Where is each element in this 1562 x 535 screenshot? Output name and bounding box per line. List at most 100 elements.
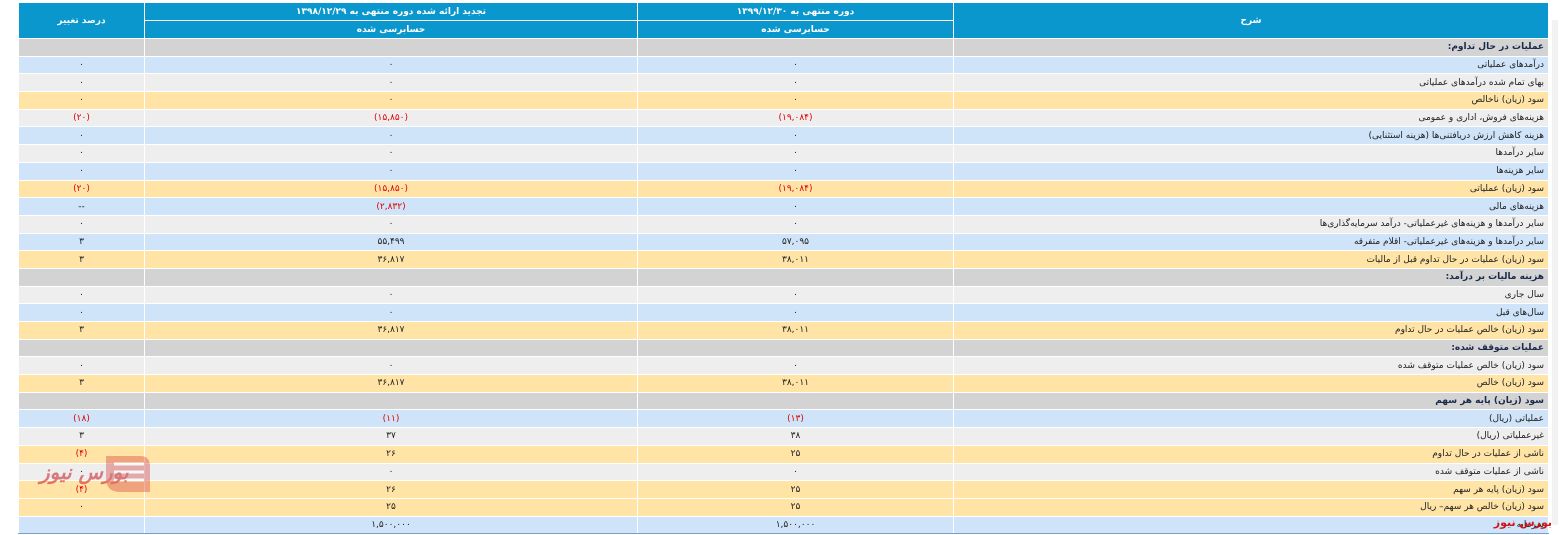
previous-value: ۲۶ xyxy=(144,480,638,499)
row-label: سود (زیان) خالص عملیات متوقف شده xyxy=(953,356,1549,376)
header-current-status: حسابرسی شده xyxy=(637,20,954,39)
row-label: ناشی از عملیات در حال تداوم xyxy=(953,444,1549,464)
table-row: سایر هزینه‌ها ۰ ۰ ۰ xyxy=(18,161,1549,181)
previous-value: ۰ xyxy=(144,144,638,163)
empty-cell xyxy=(637,267,954,287)
table-row: سایر درآمدها ۰ ۰ ۰ xyxy=(18,144,1549,163)
table-row: درآمدهای عملیاتی ۰ ۰ ۰ xyxy=(18,55,1549,75)
section-row: هزینه مالیات بر درآمد: xyxy=(18,267,1549,287)
previous-value: ۰ xyxy=(144,73,638,93)
previous-value: ۳۶,۸۱۷ xyxy=(144,374,638,393)
current-value: ۰ xyxy=(637,214,954,234)
previous-value: ۰ xyxy=(144,91,638,110)
current-value: (۱۹,۰۸۴) xyxy=(637,108,954,128)
current-value: ۲۵ xyxy=(637,480,954,499)
previous-value: ۳۶,۸۱۷ xyxy=(144,250,638,269)
previous-value: ۰ xyxy=(144,303,638,322)
current-value: ۰ xyxy=(637,285,954,305)
previous-value: ۲۶ xyxy=(144,444,638,464)
header-previous-period: تجدید ارائه شده دوره منتهی به ۱۳۹۸/۱۲/۲۹ xyxy=(144,2,638,21)
change-value: ۰ xyxy=(18,91,145,110)
table-row: سود (زیان) خالص عملیات متوقف شده ۰ ۰ ۰ xyxy=(18,356,1549,376)
row-label: سود (زیان) خالص xyxy=(953,374,1549,393)
row-label: سود (زیان) پایه هر سهم xyxy=(953,480,1549,499)
change-value: ۰ xyxy=(18,214,145,234)
current-value: (۱۳) xyxy=(637,409,954,429)
row-label: هزینه‌های مالی xyxy=(953,197,1549,216)
previous-value: ۰ xyxy=(144,55,638,75)
site-name: بورس نیوز xyxy=(1493,516,1552,529)
empty-cell xyxy=(637,391,954,411)
empty-cell xyxy=(637,38,954,57)
income-statement-table: شرح دوره منتهی به ۱۳۹۹/۱۲/۳۰ تجدید ارائه… xyxy=(18,2,1549,535)
row-label: سود (زیان) عملیاتی xyxy=(953,179,1549,199)
change-value: ۰ xyxy=(18,356,145,376)
current-value: ۲۵ xyxy=(637,444,954,464)
previous-value: ۵۵,۴۹۹ xyxy=(144,232,638,252)
current-value: ۰ xyxy=(637,144,954,163)
current-value: ۰ xyxy=(637,91,954,110)
change-value: ۰ xyxy=(18,161,145,181)
section-row: عملیات متوقف شده: xyxy=(18,338,1549,358)
row-label: سایر درآمدها xyxy=(953,144,1549,163)
current-value: ۰ xyxy=(637,197,954,216)
table-row: غیرعملیاتی (ریال) ۳۸ ۳۷ ۳ xyxy=(18,427,1549,446)
table-row: سود (زیان) پایه هر سهم ۲۵ ۲۶ (۴) xyxy=(18,480,1549,499)
current-value: ۰ xyxy=(637,126,954,146)
change-value: ۰ xyxy=(18,73,145,93)
current-value: (۱۹,۰۸۴) xyxy=(637,179,954,199)
change-value: ۰ xyxy=(18,144,145,163)
header-previous-status: حسابرسی شده xyxy=(144,20,638,39)
current-value: ۳۸,۰۱۱ xyxy=(637,374,954,393)
row-label: درآمدهای عملیاتی xyxy=(953,55,1549,75)
row-label: بهای تمام شده درآمدهای عملیاتی xyxy=(953,73,1549,93)
row-label: ناشی از عملیات متوقف شده xyxy=(953,462,1549,482)
empty-cell xyxy=(144,338,638,358)
watermark-logo: بورس نیوز xyxy=(40,452,152,498)
current-value: ۰ xyxy=(637,55,954,75)
table-row: سایر درآمدها و هزینه‌های غیرعملیاتی- اقل… xyxy=(18,232,1549,252)
current-value: ۰ xyxy=(637,303,954,322)
change-value: ۰ xyxy=(18,303,145,322)
vertical-scrollbar[interactable] xyxy=(1552,20,1558,525)
header-current-period: دوره منتهی به ۱۳۹۹/۱۲/۳۰ xyxy=(637,2,954,21)
table-row: سایر درآمدها و هزینه‌های غیرعملیاتی- درآ… xyxy=(18,214,1549,234)
change-value: (۲۰) xyxy=(18,179,145,199)
table-row: عملیاتی (ریال) (۱۳) (۱۱) (۱۸) xyxy=(18,409,1549,429)
table-row: سود (زیان) عملیاتی (۱۹,۰۸۴) (۱۵,۸۵۰) (۲۰) xyxy=(18,179,1549,199)
row-label: عملیاتی (ریال) xyxy=(953,409,1549,429)
table-row: سود (زیان) ناخالص ۰ ۰ ۰ xyxy=(18,91,1549,110)
change-value: (۲۰) xyxy=(18,108,145,128)
current-value: ۵۷,۰۹۵ xyxy=(637,232,954,252)
table-row: سرمایه ۱,۵۰۰,۰۰۰ ۱,۵۰۰,۰۰۰ xyxy=(18,515,1549,535)
current-value: ۱,۵۰۰,۰۰۰ xyxy=(637,515,954,535)
change-value: ۰ xyxy=(18,497,145,517)
section-title: هزینه مالیات بر درآمد: xyxy=(953,267,1549,287)
row-label: سال‌های قبل xyxy=(953,303,1549,322)
current-value: ۲۵ xyxy=(637,497,954,517)
table-row: ناشی از عملیات متوقف شده ۰ ۰ ۰ xyxy=(18,462,1549,482)
empty-cell xyxy=(144,391,638,411)
empty-cell xyxy=(18,38,145,57)
watermark-text: بورس نیوز xyxy=(40,460,129,484)
row-label: سایر درآمدها و هزینه‌های غیرعملیاتی- اقل… xyxy=(953,232,1549,252)
change-value: (۴) xyxy=(18,480,145,499)
row-label: سود (زیان) ناخالص xyxy=(953,91,1549,110)
change-value: (۱۸) xyxy=(18,409,145,429)
section-title: عملیات متوقف شده: xyxy=(953,338,1549,358)
empty-cell xyxy=(18,267,145,287)
current-value: ۰ xyxy=(637,73,954,93)
previous-value: (۱۱) xyxy=(144,409,638,429)
table-row: سال جاری ۰ ۰ ۰ xyxy=(18,285,1549,305)
change-value: ۰ xyxy=(18,285,145,305)
row-label: سرمایه xyxy=(953,515,1549,535)
current-value: ۰ xyxy=(637,161,954,181)
table-row: هزینه‌های فروش، اداری و عمومی (۱۹,۰۸۴) (۱۵… xyxy=(18,108,1549,128)
previous-value: ۳۶,۸۱۷ xyxy=(144,321,638,340)
row-label: سود (زیان) خالص عملیات در حال تداوم xyxy=(953,321,1549,340)
change-value xyxy=(18,515,145,535)
change-value: (۴) xyxy=(18,444,145,464)
change-value: ۰ xyxy=(18,126,145,146)
current-value: ۰ xyxy=(637,462,954,482)
change-value: ۰ xyxy=(18,462,145,482)
